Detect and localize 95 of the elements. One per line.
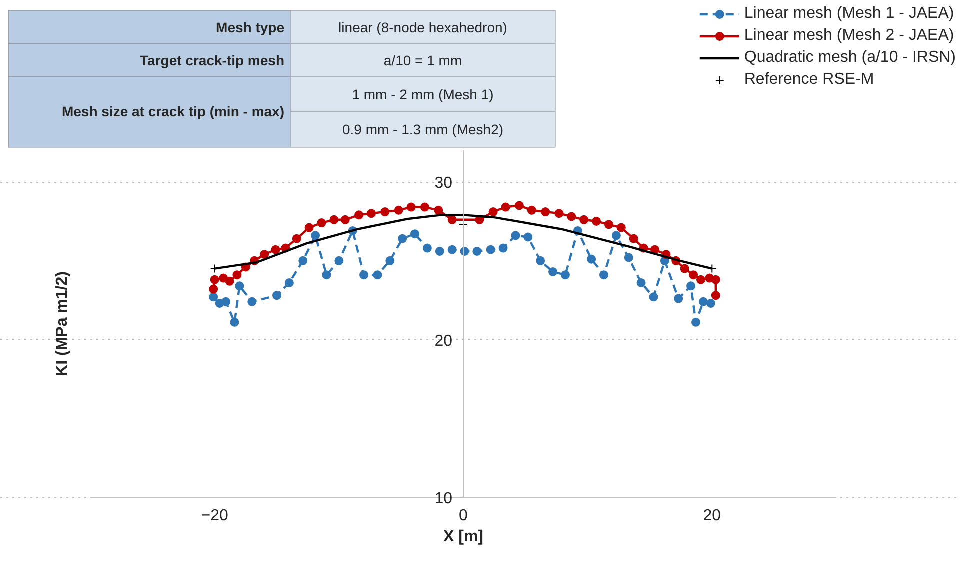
point <box>434 206 444 215</box>
point <box>514 201 524 210</box>
point <box>422 244 432 253</box>
x-tick-label: −20 <box>201 508 229 524</box>
text: a/10 = 1 mm <box>384 52 462 68</box>
point <box>524 232 533 242</box>
point <box>711 275 720 284</box>
text: 0.9 mm - 1.3 mm (Mesh2) <box>342 122 504 138</box>
text: linear (8-node hexahedron) <box>338 20 508 36</box>
point <box>501 202 510 212</box>
point <box>680 264 690 274</box>
point <box>554 209 564 218</box>
point <box>536 256 546 266</box>
x-tick-label: 20 <box>703 508 722 524</box>
point <box>394 206 404 215</box>
point <box>527 206 536 215</box>
point <box>311 231 320 240</box>
text: Target crack-tip mesh <box>140 52 285 68</box>
point <box>472 246 482 256</box>
point <box>689 270 698 280</box>
point <box>380 208 390 217</box>
point <box>696 275 706 284</box>
point <box>260 250 270 260</box>
point <box>636 278 646 288</box>
point <box>210 275 220 284</box>
y-tick-label: 30 <box>434 175 453 192</box>
point <box>692 318 701 327</box>
point <box>272 291 282 300</box>
point <box>629 234 638 244</box>
point <box>410 230 420 239</box>
point <box>560 270 570 280</box>
point <box>210 264 220 274</box>
point <box>587 254 596 264</box>
y-axis-title: KI (MPa m1/2) <box>54 272 71 376</box>
point <box>435 246 444 256</box>
point <box>248 297 257 306</box>
point <box>448 245 457 254</box>
point <box>711 291 720 300</box>
point <box>548 267 558 276</box>
point <box>386 256 395 266</box>
point <box>599 270 608 280</box>
point <box>304 223 314 232</box>
point <box>406 202 416 212</box>
point <box>706 299 716 308</box>
text: Mesh size at crack tip (min - max) <box>62 104 285 120</box>
point <box>649 292 658 302</box>
point <box>674 294 684 304</box>
point <box>448 215 457 224</box>
point <box>708 264 717 274</box>
point <box>541 208 550 217</box>
point <box>420 202 430 212</box>
point <box>298 256 308 266</box>
legend-label: Quadratic mesh (a/10 - IRSN) <box>744 48 956 68</box>
x-axis-title: X [m] <box>444 528 484 546</box>
point <box>580 215 589 224</box>
point <box>209 292 218 302</box>
point <box>398 234 408 244</box>
point <box>334 256 344 266</box>
point <box>360 270 369 280</box>
point <box>592 216 602 226</box>
point <box>232 270 242 280</box>
legend-label: Linear mesh (Mesh 1 - JAEA) <box>744 4 954 24</box>
point <box>698 297 708 306</box>
x-tick-label: 0 <box>459 508 468 524</box>
legend-label: Reference RSE-M <box>744 70 874 90</box>
point <box>230 318 240 327</box>
point <box>486 245 496 254</box>
point <box>604 220 614 230</box>
point <box>686 282 696 291</box>
point <box>317 218 326 228</box>
legend-label: Linear mesh (Mesh 2 - JAEA) <box>744 26 954 46</box>
point <box>340 215 350 224</box>
point <box>292 234 302 244</box>
point <box>488 208 498 217</box>
point <box>235 282 244 291</box>
point <box>322 270 332 280</box>
text: Mesh type <box>216 20 285 36</box>
point <box>511 231 520 240</box>
point <box>271 245 280 254</box>
point <box>498 244 508 253</box>
point <box>354 210 364 220</box>
point <box>567 212 576 222</box>
point <box>209 284 218 294</box>
point <box>225 276 234 286</box>
point <box>616 223 626 232</box>
y-tick-label: 10 <box>434 490 453 508</box>
y-tick-label: 20 <box>434 332 453 350</box>
point <box>284 278 294 288</box>
point <box>624 253 634 262</box>
point <box>612 231 621 240</box>
point <box>222 297 231 306</box>
point <box>373 270 382 280</box>
text: 1 mm - 2 mm (Mesh 1) <box>352 86 494 102</box>
point <box>366 209 376 218</box>
point <box>330 215 339 224</box>
